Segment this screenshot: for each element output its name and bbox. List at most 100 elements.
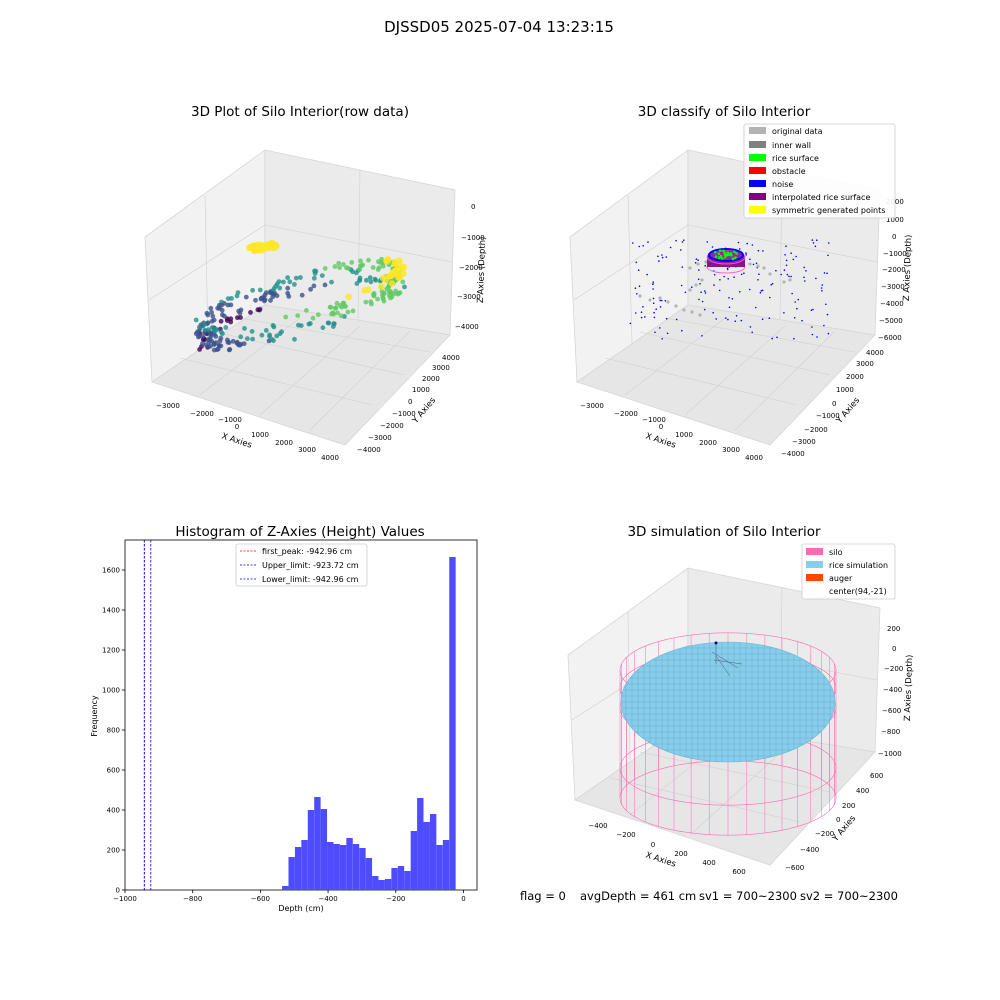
raw-point [388, 291, 394, 297]
raw-point [209, 310, 215, 315]
raw-point [202, 322, 208, 327]
noise-point [737, 241, 740, 244]
panel4-z-ticks: 200 0 −200 −400 −600 −800 −1000 [878, 625, 903, 758]
noise-point [666, 332, 669, 335]
raw-point [200, 341, 205, 346]
noise-point [771, 282, 774, 285]
noise-point [728, 306, 731, 309]
noise-point [828, 242, 830, 244]
noise-point [745, 254, 747, 256]
histogram-y-ticks: 0 200 400 600 800 1000 1200 1400 1600 [102, 567, 125, 895]
raw-point [378, 283, 385, 290]
raw-point [397, 290, 403, 296]
noise-point [694, 262, 697, 264]
histogram-bar [378, 880, 385, 890]
raw-point [345, 265, 351, 271]
noise-point [805, 270, 807, 272]
legend-swatch-inner-wall [749, 141, 766, 148]
raw-point [310, 315, 316, 321]
original-point [682, 308, 686, 312]
raw-point [361, 287, 369, 294]
raw-point [213, 340, 219, 346]
raw-point [236, 308, 242, 314]
noise-point [635, 312, 637, 314]
raw-point [241, 341, 247, 347]
raw-point [218, 343, 224, 349]
raw-point [258, 247, 265, 254]
legend-swatch-interpolated [749, 193, 766, 200]
panel2-rice-surface-points [714, 249, 738, 261]
original-point [698, 313, 702, 317]
raw-point [350, 269, 355, 275]
legend-label: silo [829, 548, 843, 557]
noise-point [825, 303, 827, 306]
noise-point [827, 332, 830, 335]
noise-point [745, 252, 747, 254]
raw-point [325, 320, 331, 326]
noise-point [780, 273, 782, 276]
y-tick-label: 800 [107, 727, 120, 735]
panel1-x-tick: −3000 [156, 402, 180, 410]
histogram-bar [301, 840, 308, 890]
histogram-bar [352, 844, 360, 890]
original-point [690, 310, 694, 314]
panel1-xlabel: X Axies [220, 431, 253, 450]
histogram-bar [294, 847, 302, 890]
original-point [688, 288, 692, 292]
noise-point [811, 333, 814, 336]
histogram-bar [404, 871, 411, 890]
rice-surface-point [727, 252, 730, 256]
raw-point [225, 302, 231, 308]
x-tick-label: −1000 [113, 895, 137, 903]
raw-point [215, 346, 221, 352]
x-tick-label: −400 [318, 895, 337, 903]
noise-point [681, 329, 683, 332]
raw-point [223, 325, 229, 330]
raw-point [367, 275, 373, 280]
panel4-x-tick: 400 [702, 859, 715, 867]
y-tick-label: 1600 [102, 567, 120, 575]
noise-point [786, 273, 789, 276]
noise-point [653, 316, 656, 319]
noise-point [792, 258, 795, 261]
raw-point [320, 325, 326, 331]
noise-point [751, 331, 753, 334]
panel1-y-tick: 1000 [412, 386, 430, 394]
raw-point [327, 304, 333, 310]
panel1-z-tick: 0 [471, 203, 475, 211]
panel4-z-tick: −200 [884, 665, 903, 673]
panel1-y-tick: −3000 [368, 434, 392, 442]
noise-point [754, 306, 757, 309]
raw-point [257, 287, 263, 293]
noise-point [815, 277, 817, 280]
raw-point [382, 290, 387, 296]
panel1-title: 3D Plot of Silo Interior(row data) [191, 104, 409, 120]
noise-point [629, 322, 632, 325]
raw-point [306, 321, 312, 327]
original-point [768, 272, 772, 276]
noise-point [640, 316, 643, 319]
raw-point [220, 331, 225, 337]
rice-surface-point [722, 249, 725, 253]
histogram-bar [339, 845, 347, 890]
raw-point [366, 257, 371, 263]
noise-point [783, 269, 786, 271]
raw-point [311, 275, 317, 281]
noise-point [823, 272, 826, 274]
panel2-y-tick: 0 [832, 400, 836, 408]
panel1-z-tick: −4000 [455, 323, 479, 331]
panel4-y-tick: −200 [815, 830, 834, 838]
raw-point [225, 296, 231, 301]
raw-point [358, 258, 363, 264]
raw-point [349, 260, 355, 265]
noise-point [820, 287, 823, 289]
rice-surface-point [734, 256, 737, 260]
noise-point [761, 289, 764, 292]
rice-surface-point [719, 254, 723, 258]
raw-point [402, 284, 407, 290]
raw-point [285, 290, 291, 296]
panel2-y-tick: −3000 [792, 438, 816, 446]
raw-point [267, 332, 272, 338]
noise-point [739, 291, 741, 293]
raw-point [337, 303, 343, 308]
